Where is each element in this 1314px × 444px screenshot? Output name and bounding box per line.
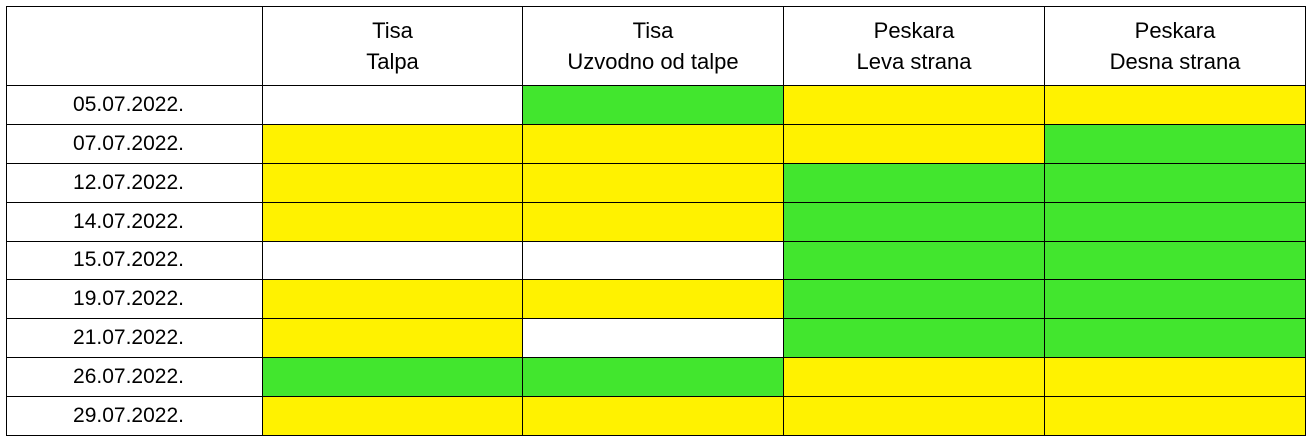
status-table: Tisa Talpa Tisa Uzvodno od talpe Peskara… [6, 6, 1306, 436]
header-tisa-uzvodno: Tisa Uzvodno od talpe [522, 6, 784, 86]
status-cell [1044, 201, 1306, 242]
date-cell: 05.07.2022. [6, 85, 263, 125]
status-cell [1044, 123, 1306, 164]
status-cell [262, 396, 523, 436]
header-tisa-talpa: Tisa Talpa [262, 6, 523, 86]
table-row: 26.07.2022. [6, 357, 1306, 397]
header-site: Leva strana [856, 49, 972, 74]
status-cell [522, 279, 784, 320]
status-cell [522, 240, 784, 281]
status-cell [522, 123, 784, 164]
header-location: Peskara [1134, 18, 1216, 43]
status-cell [262, 201, 523, 242]
status-cell [783, 240, 1045, 281]
table-row: 05.07.2022. [6, 85, 1306, 125]
header-location: Tisa [632, 18, 674, 43]
header-site: Uzvodno od talpe [567, 49, 739, 74]
table-row: 14.07.2022. [6, 201, 1306, 242]
status-cell [783, 357, 1045, 397]
table-row: 07.07.2022. [6, 123, 1306, 164]
status-cell [1044, 240, 1306, 281]
table-row: 29.07.2022. [6, 396, 1306, 436]
table-row: 12.07.2022. [6, 162, 1306, 203]
status-cell [522, 85, 784, 125]
status-cell [522, 396, 784, 436]
status-cell [1044, 318, 1306, 359]
header-site: Talpa [366, 49, 419, 74]
status-cell [262, 279, 523, 320]
status-cell [262, 318, 523, 359]
status-cell [522, 318, 784, 359]
status-cell [522, 201, 784, 242]
date-cell: 12.07.2022. [6, 162, 263, 203]
status-cell [1044, 279, 1306, 320]
status-cell [262, 123, 523, 164]
status-cell [262, 162, 523, 203]
header-peskara-desna: Peskara Desna strana [1044, 6, 1306, 86]
date-cell: 21.07.2022. [6, 318, 263, 359]
header-row: Tisa Talpa Tisa Uzvodno od talpe Peskara… [6, 6, 1306, 86]
status-cell [1044, 396, 1306, 436]
status-cell [522, 357, 784, 397]
header-corner-cell [6, 6, 263, 86]
date-cell: 19.07.2022. [6, 279, 263, 320]
date-cell: 14.07.2022. [6, 201, 263, 242]
header-location: Tisa [372, 18, 413, 43]
status-cell [783, 201, 1045, 242]
status-cell [262, 357, 523, 397]
status-cell [1044, 85, 1306, 125]
status-cell [783, 396, 1045, 436]
status-cell [522, 162, 784, 203]
table-row: 21.07.2022. [6, 318, 1306, 359]
status-cell [1044, 357, 1306, 397]
table-row: 19.07.2022. [6, 279, 1306, 320]
status-cell [783, 85, 1045, 125]
header-site: Desna strana [1109, 49, 1241, 74]
date-cell: 29.07.2022. [6, 396, 263, 436]
date-cell: 15.07.2022. [6, 240, 263, 281]
status-cell [783, 279, 1045, 320]
status-cell [262, 85, 523, 125]
date-cell: 07.07.2022. [6, 123, 263, 164]
status-cell [262, 240, 523, 281]
status-cell [1044, 162, 1306, 203]
table-row: 15.07.2022. [6, 240, 1306, 281]
table-body: 05.07.2022. 07.07.2022. 12.07.2022. 14.07.2… [6, 85, 1306, 436]
header-peskara-leva: Peskara Leva strana [783, 6, 1045, 86]
status-cell [783, 318, 1045, 359]
status-cell [783, 162, 1045, 203]
date-cell: 26.07.2022. [6, 357, 263, 397]
status-cell [783, 123, 1045, 164]
header-location: Peskara [873, 18, 955, 43]
